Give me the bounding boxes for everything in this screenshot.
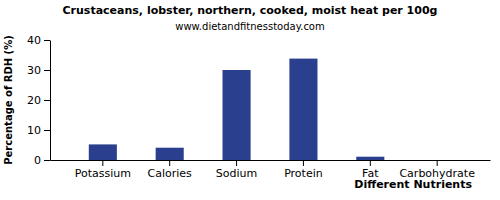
- subtitle: www.dietandfitnesstoday.com: [175, 21, 324, 32]
- x-axis-title: Different Nutrients: [354, 178, 472, 191]
- y-tick-mark: [44, 70, 50, 71]
- y-tick: 40: [27, 34, 50, 47]
- x-tick-mark: [169, 160, 170, 166]
- title: Crustaceans, lobster, northern, cooked, …: [63, 4, 438, 17]
- bar: [89, 144, 117, 160]
- y-tick: 20: [27, 94, 50, 107]
- x-tick-label: Sodium: [216, 167, 257, 180]
- bars: [89, 59, 385, 160]
- bar: [156, 148, 184, 160]
- bar: [289, 59, 317, 160]
- chart: 0 10 20 30 40 Potassium Calories Sodium Protein F…: [0, 0, 500, 200]
- y-tick: 30: [27, 64, 50, 77]
- x-tick-mark: [102, 160, 103, 166]
- y-axis: 0 10 20 30 40: [27, 34, 51, 167]
- x-tick: Carbohydrate: [399, 160, 475, 180]
- y-tick: 10: [27, 124, 50, 137]
- x-tick: Protein: [284, 160, 323, 180]
- y-tick-label: 40: [27, 34, 41, 47]
- y-tick: 0: [34, 154, 50, 167]
- y-tick-label: 10: [27, 124, 41, 137]
- plot: 0 10 20 30 40 Potassium Calories Sodium Protein F…: [27, 34, 491, 180]
- x-tick-mark: [437, 160, 438, 166]
- y-tick-mark: [44, 160, 50, 161]
- x-tick-label: Calories: [148, 167, 193, 180]
- x-tick-mark: [370, 160, 371, 166]
- x-tick: Potassium: [75, 160, 131, 180]
- x-axis: Potassium Calories Sodium Protein Fat Carbohy…: [51, 160, 491, 180]
- bar: [423, 160, 451, 161]
- bar: [356, 157, 384, 160]
- y-tick-label: 30: [27, 64, 41, 77]
- y-axis-title: Percentage of RDH (%): [3, 35, 14, 165]
- x-axis-line: [51, 160, 491, 161]
- y-axis-line: [50, 41, 51, 161]
- y-tick-label: 0: [34, 154, 41, 167]
- x-tick-mark: [236, 160, 237, 166]
- y-tick-mark: [44, 100, 50, 101]
- x-tick: Calories: [148, 160, 193, 180]
- x-tick-label: Protein: [284, 167, 323, 180]
- x-tick-label: Potassium: [75, 167, 131, 180]
- bar: [223, 70, 251, 160]
- x-tick: Sodium: [216, 160, 257, 180]
- y-tick-label: 20: [27, 94, 41, 107]
- y-tick-mark: [44, 40, 50, 41]
- x-tick-mark: [303, 160, 304, 166]
- y-tick-mark: [44, 130, 50, 131]
- x-tick: Fat: [362, 160, 379, 180]
